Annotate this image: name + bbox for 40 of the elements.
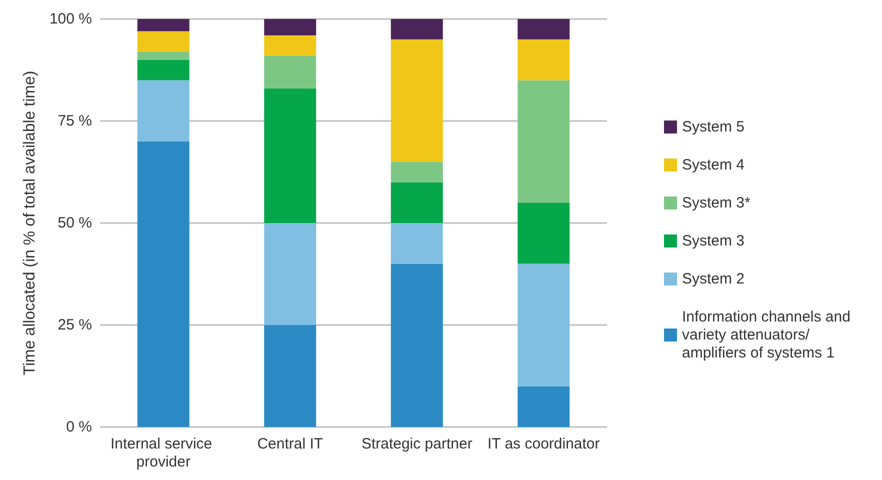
bar bbox=[390, 162, 443, 182]
legend-label: System 2 bbox=[682, 270, 745, 288]
bar bbox=[137, 80, 190, 142]
x-tick-label: Strategic partner bbox=[361, 436, 472, 452]
y-tick-label: 0 % bbox=[66, 418, 92, 436]
bar bbox=[518, 386, 570, 427]
y-tick-label: 100 % bbox=[49, 10, 92, 28]
y-tick-label: 75 % bbox=[58, 112, 92, 130]
bar bbox=[264, 223, 316, 325]
legend-label: System 4 bbox=[682, 156, 745, 174]
y-tick-label: 25 % bbox=[58, 316, 92, 334]
bar bbox=[518, 80, 570, 203]
x-tick-label: IT as coordinator bbox=[487, 436, 600, 452]
legend-label: Information channels and variety attenuators/ amplifiers of systems 1 bbox=[682, 308, 855, 362]
bar bbox=[137, 19, 190, 32]
bar bbox=[390, 39, 443, 162]
bar bbox=[137, 141, 190, 427]
bar bbox=[390, 264, 443, 427]
bar bbox=[518, 39, 570, 80]
bar bbox=[390, 182, 443, 223]
bar bbox=[518, 19, 570, 40]
bar bbox=[137, 52, 190, 60]
bar bbox=[137, 31, 190, 52]
legend-label: System 3 bbox=[682, 232, 745, 250]
x-tick-label: Central IT bbox=[257, 436, 324, 452]
bar bbox=[264, 325, 316, 427]
y-axis-title: Time allocated (in % of total available time) bbox=[22, 70, 38, 376]
bar bbox=[518, 264, 570, 386]
bar bbox=[390, 19, 443, 40]
bar bbox=[137, 60, 190, 80]
y-tick-label: 50 % bbox=[58, 214, 92, 232]
bar bbox=[390, 223, 443, 264]
x-tick-label: Internal service provider bbox=[110, 436, 216, 470]
bar bbox=[264, 88, 316, 223]
bar bbox=[518, 202, 570, 264]
bar bbox=[264, 56, 316, 88]
legend-label: System 5 bbox=[682, 118, 745, 136]
bar bbox=[264, 19, 316, 36]
legend-label: System 3* bbox=[682, 194, 751, 212]
bar bbox=[264, 35, 316, 56]
